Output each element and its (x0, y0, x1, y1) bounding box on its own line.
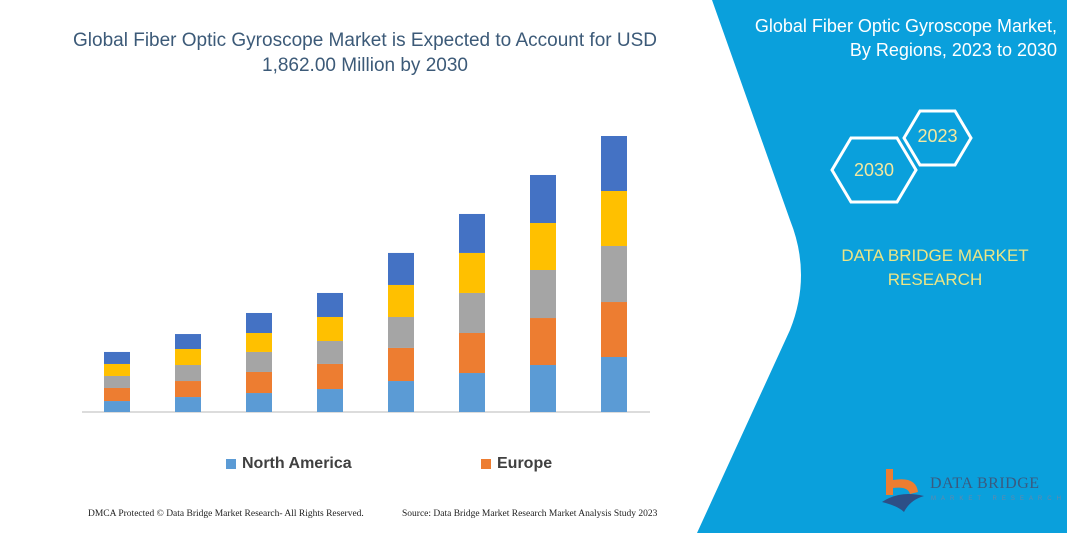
bar-segment-2028-north-america (459, 373, 485, 412)
bar-segment-2029-series-3 (530, 269, 556, 319)
bar-segment-2024-series-3 (175, 365, 201, 382)
bar-segment-2025-europe (246, 371, 272, 394)
legend-label: North America (242, 455, 352, 472)
bar-segment-2023-series-5 (104, 351, 130, 364)
bar-segment-2026-series-4 (317, 316, 343, 341)
bar-segment-2027-series-4 (388, 284, 414, 317)
brand-line1: DATA BRIDGE MARKET (841, 246, 1029, 265)
bar-segment-2024-europe (175, 381, 201, 398)
panel-title-line1: Global Fiber Optic Gyroscope Market, (754, 16, 1057, 36)
legend-swatch (226, 459, 236, 469)
hex-label-end: 2030 (853, 160, 895, 180)
legend-item-europe: Europe (481, 455, 552, 473)
chart-title: Global Fiber Optic Gyroscope Market is E… (73, 30, 657, 76)
bar-segment-2024-series-4 (175, 349, 201, 366)
bar-segment-2026-series-5 (317, 292, 343, 317)
bar-segment-2030-north-america (601, 357, 627, 412)
bar-segment-2030-series-3 (601, 245, 627, 303)
bar-segment-2025-north-america (246, 393, 272, 412)
bar-segment-2024-north-america (175, 397, 201, 412)
data-bridge-logo-icon (882, 469, 924, 512)
bar-segment-2029-series-4 (530, 223, 556, 270)
bar-segment-2030-europe (601, 302, 627, 358)
stacked-bar-chart: 20232024202520262027202820292030 (82, 136, 650, 413)
bar-segment-2026-europe (317, 363, 343, 390)
footer-copyright: DMCA Protected © Data Bridge Market Rese… (88, 509, 364, 519)
bar-segment-2028-europe (459, 332, 485, 374)
bar-segment-2028-series-3 (459, 292, 485, 333)
bar-segment-2027-series-3 (388, 316, 414, 348)
logo-subtext: MARKET RESEARCH (931, 496, 1066, 502)
bar-segment-2028-series-5 (459, 213, 485, 253)
bar-segment-2029-series-5 (530, 174, 556, 224)
bar-segment-2025-series-4 (246, 332, 272, 352)
hexagon-icon (902, 109, 973, 167)
legend-item-north-america: North America (226, 455, 352, 473)
logo-text: DATA BRIDGE (930, 475, 1040, 492)
bar-segment-2030-series-5 (601, 136, 627, 191)
bar-segment-2023-series-3 (104, 375, 130, 388)
legend: North America Europe (0, 455, 740, 477)
bar-segment-2027-europe (388, 347, 414, 382)
brand-line2: RESEARCH (887, 270, 983, 289)
bar-segment-2026-series-3 (317, 340, 343, 364)
bar-segment-2030-series-4 (601, 190, 627, 246)
bar-segment-2027-series-5 (388, 252, 414, 285)
panel-title: Global Fiber Optic Gyroscope Market, By … (697, 14, 1057, 62)
brand-text: DATA BRIDGE MARKET RESEARCH (815, 244, 1055, 292)
bar-segment-2023-north-america (104, 401, 130, 412)
hex-label-start: 2023 (917, 126, 958, 146)
bar-segment-2025-series-5 (246, 312, 272, 333)
bar-segment-2025-series-3 (246, 351, 272, 372)
bar-segment-2028-series-4 (459, 252, 485, 293)
legend-label: Europe (497, 455, 553, 472)
bar-segment-2026-north-america (317, 389, 343, 412)
bar-segment-2024-series-5 (175, 334, 201, 350)
legend-swatch (481, 459, 491, 469)
bar-segment-2023-series-4 (104, 363, 130, 376)
bar-segment-2023-europe (104, 387, 130, 402)
bar-segment-2027-north-america (388, 381, 414, 412)
hexagon-icon (830, 136, 918, 204)
footer-source: Source: Data Bridge Market Research Mark… (402, 509, 658, 519)
panel-title-line2: By Regions, 2023 to 2030 (849, 40, 1057, 60)
bar-segment-2029-north-america (530, 365, 556, 412)
bar-segment-2029-europe (530, 318, 556, 366)
